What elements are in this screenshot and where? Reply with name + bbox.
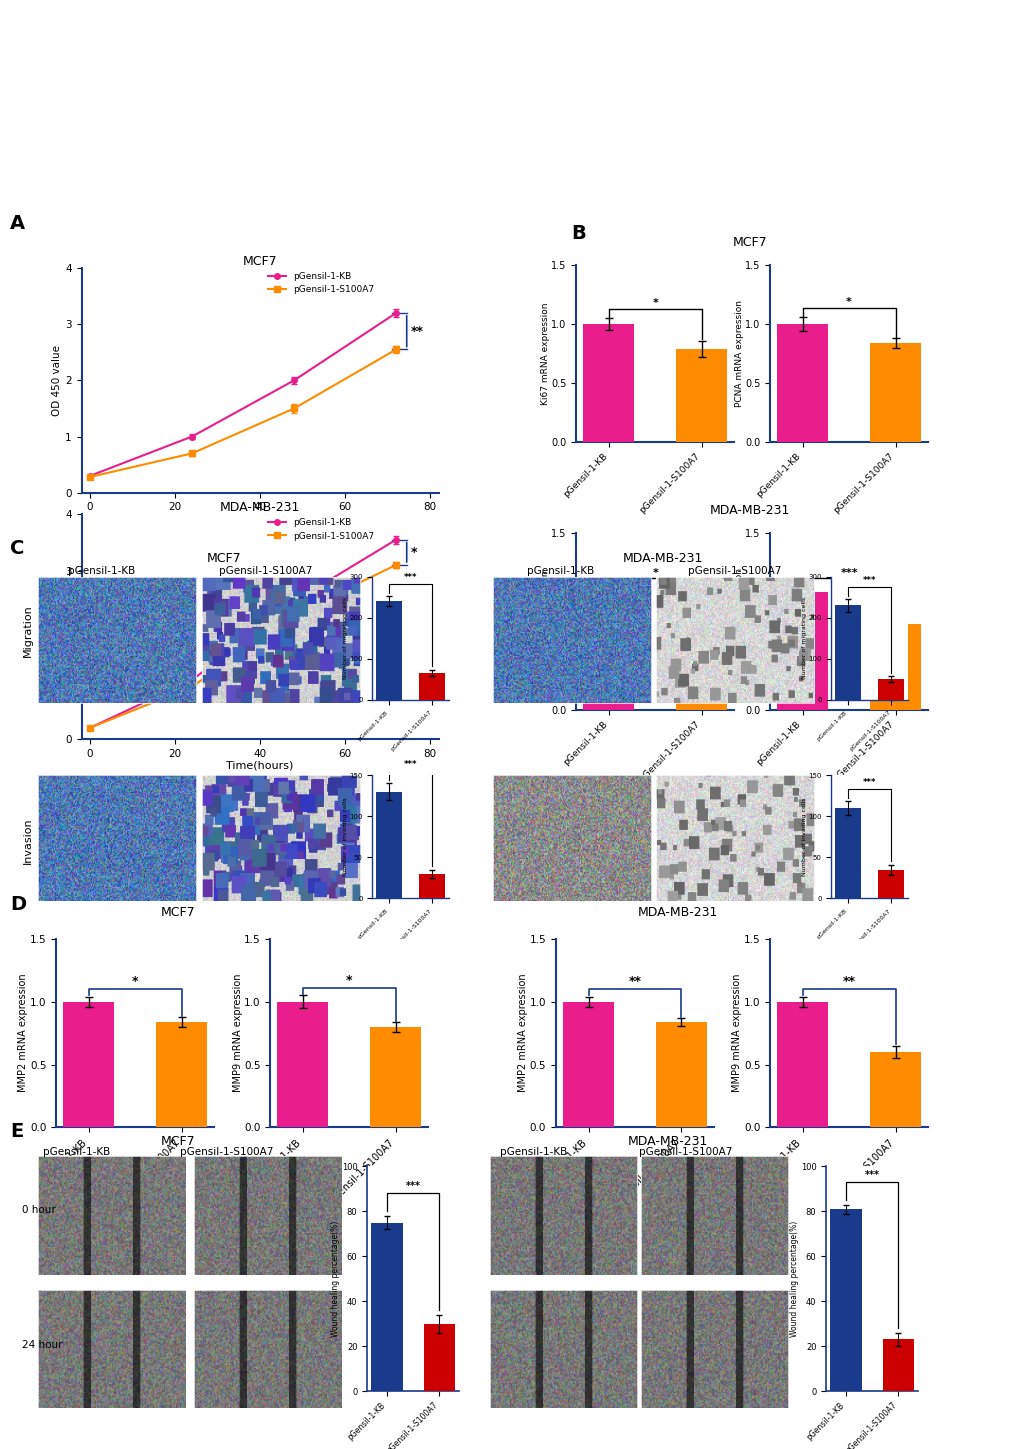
Text: MCF7: MCF7 (161, 906, 196, 919)
Bar (869, 625, 920, 710)
Text: pGensil-1-S100A7: pGensil-1-S100A7 (687, 565, 781, 575)
Bar (63, 1001, 114, 1127)
Text: *: * (345, 974, 353, 987)
Text: MDA-MB-231: MDA-MB-231 (638, 906, 717, 919)
Text: pGensil-1-S100A7: pGensil-1-S100A7 (638, 1146, 732, 1156)
Text: *: * (846, 297, 851, 307)
Text: pGensil-1-KB: pGensil-1-KB (43, 1146, 110, 1156)
Text: pGensil-1-S100A7: pGensil-1-S100A7 (179, 1146, 273, 1156)
Y-axis label: Wound healing percentage(%): Wound healing percentage(%) (790, 1220, 799, 1337)
Y-axis label: OD 450 value: OD 450 value (52, 345, 62, 416)
Title: MCF7: MCF7 (243, 255, 277, 268)
Text: *: * (131, 975, 139, 988)
Y-axis label: MMP2 mRNA expression: MMP2 mRNA expression (18, 974, 29, 1093)
Text: ***: *** (840, 568, 857, 578)
Text: MCF7: MCF7 (207, 552, 242, 565)
Text: *: * (411, 546, 417, 559)
Text: **: ** (411, 325, 424, 338)
Text: A: A (10, 214, 25, 233)
Text: *: * (652, 568, 657, 578)
Legend: pGensil-1-KB, pGensil-1-S100A7: pGensil-1-KB, pGensil-1-S100A7 (264, 268, 378, 298)
Text: Migration: Migration (22, 604, 33, 656)
Y-axis label: PCNA mRNA expression: PCNA mRNA expression (734, 568, 743, 675)
Bar (834, 606, 860, 700)
Y-axis label: Number of invading cells: Number of invading cells (342, 797, 347, 877)
Text: **: ** (842, 975, 855, 988)
Bar (877, 680, 904, 700)
Bar (676, 349, 727, 442)
Text: 0 hour: 0 hour (22, 1206, 56, 1214)
Text: pGensil-1-KB: pGensil-1-KB (499, 1146, 567, 1156)
Text: MDA-MB-231: MDA-MB-231 (628, 1135, 707, 1148)
Y-axis label: Number of migrating cells: Number of migrating cells (801, 597, 806, 680)
Y-axis label: MMP2 mRNA expression: MMP2 mRNA expression (518, 974, 528, 1093)
Bar (829, 1208, 861, 1391)
Text: B: B (571, 225, 585, 243)
Y-axis label: PCNA mRNA expression: PCNA mRNA expression (734, 300, 743, 407)
Text: pGensil-1-S100A7: pGensil-1-S100A7 (218, 565, 312, 575)
Bar (655, 1022, 706, 1127)
Bar (869, 343, 920, 442)
Y-axis label: MMP9 mRNA expression: MMP9 mRNA expression (732, 974, 742, 1093)
Bar (375, 601, 401, 700)
Text: pGensil-1-KB: pGensil-1-KB (68, 565, 136, 575)
Y-axis label: OD 450 value: OD 450 value (52, 591, 62, 662)
Text: D: D (10, 895, 26, 914)
Bar (776, 1001, 827, 1127)
Y-axis label: Ki67 mRNA expression: Ki67 mRNA expression (540, 303, 549, 404)
Text: E: E (10, 1123, 23, 1142)
Bar (562, 1001, 613, 1127)
Text: **: ** (628, 975, 641, 988)
Text: ***: *** (862, 577, 875, 585)
Y-axis label: Number of migrating cells: Number of migrating cells (342, 597, 347, 680)
Bar (423, 1324, 454, 1391)
X-axis label: Time(hours): Time(hours) (226, 514, 293, 523)
Text: ***: *** (406, 1181, 420, 1191)
X-axis label: Time(hours): Time(hours) (226, 761, 293, 769)
Bar (371, 1223, 403, 1391)
Bar (419, 874, 445, 898)
Bar (583, 593, 634, 710)
Y-axis label: Ki67 mRNA expression: Ki67 mRNA expression (540, 571, 549, 672)
Bar (869, 1052, 920, 1127)
Bar (877, 869, 904, 898)
Text: *: * (652, 298, 657, 309)
Bar (419, 674, 445, 700)
Bar (881, 1339, 913, 1391)
Text: Invasion: Invasion (22, 817, 33, 864)
Text: MDA-MB-231: MDA-MB-231 (709, 504, 789, 517)
Text: 24 hour: 24 hour (22, 1340, 63, 1349)
Text: ***: *** (404, 761, 417, 769)
Bar (583, 325, 634, 442)
Bar (375, 791, 401, 898)
Text: C: C (10, 539, 24, 558)
Title: MDA-MB-231: MDA-MB-231 (220, 501, 300, 514)
Bar (156, 1022, 207, 1127)
Y-axis label: Number of invading cells: Number of invading cells (801, 797, 806, 877)
Text: ***: *** (404, 574, 417, 582)
Bar (776, 593, 827, 710)
Text: ***: *** (864, 1169, 878, 1179)
Legend: pGensil-1-KB, pGensil-1-S100A7: pGensil-1-KB, pGensil-1-S100A7 (264, 514, 378, 545)
Y-axis label: MMP9 mRNA expression: MMP9 mRNA expression (232, 974, 243, 1093)
Bar (676, 619, 727, 710)
Bar (834, 809, 860, 898)
Bar (370, 1027, 421, 1127)
Text: ***: *** (862, 778, 875, 787)
Text: pGensil-1-KB: pGensil-1-KB (527, 565, 594, 575)
Text: MCF7: MCF7 (732, 236, 766, 249)
Text: MDA-MB-231: MDA-MB-231 (623, 552, 702, 565)
Bar (277, 1001, 328, 1127)
Bar (776, 325, 827, 442)
Text: MCF7: MCF7 (161, 1135, 196, 1148)
Y-axis label: Wound healing percentage(%): Wound healing percentage(%) (331, 1220, 340, 1337)
